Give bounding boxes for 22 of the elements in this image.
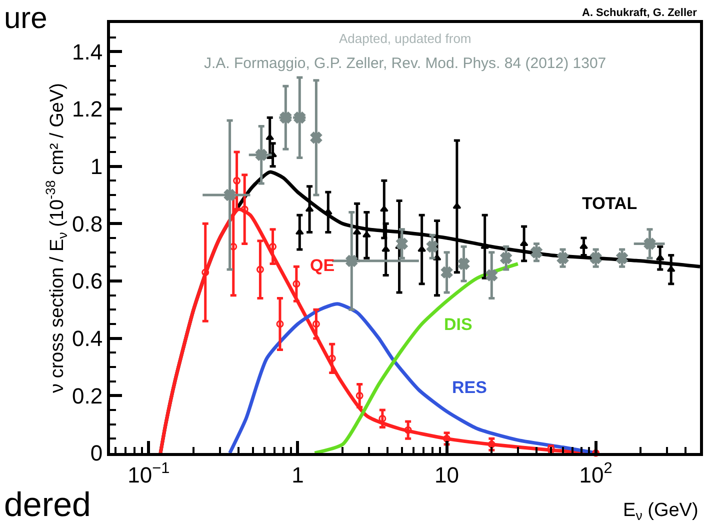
annotation: DIS	[444, 315, 472, 334]
x-tick-label: 10$^{−1}$	[128, 460, 170, 488]
y-tick-label: 0.4	[72, 326, 103, 352]
x-axis-title: E$_{ν}$ (GeV)	[623, 500, 698, 523]
text: dered	[4, 486, 91, 524]
x-tick-label: 10	[434, 462, 460, 488]
text: A. Schukraft, G. Zeller	[582, 7, 698, 19]
y-tick-label: 0.2	[72, 383, 103, 408]
y-tick-label: 0	[90, 440, 103, 466]
annotation: QE	[310, 256, 335, 275]
annotation: TOTAL	[582, 194, 638, 213]
y-tick-label: 1	[90, 154, 103, 180]
text: ure	[4, 2, 48, 35]
x-tick-label: 1	[292, 462, 304, 488]
y-tick-label: 1.2	[72, 96, 103, 122]
annotation: RES	[452, 378, 487, 397]
y-tick-label: 0.8	[72, 211, 103, 236]
x-tick-label: 10$^{2}$	[579, 460, 612, 488]
annotation: J.A. Formaggio, G.P. Zeller, Rev. Mod. Phys. 84 (2012) 1307	[204, 55, 606, 72]
y-tick-label: 0.6	[72, 268, 103, 294]
y-tick-label: 1.4	[72, 39, 103, 64]
annotation: Adapted, updated from	[339, 31, 472, 46]
